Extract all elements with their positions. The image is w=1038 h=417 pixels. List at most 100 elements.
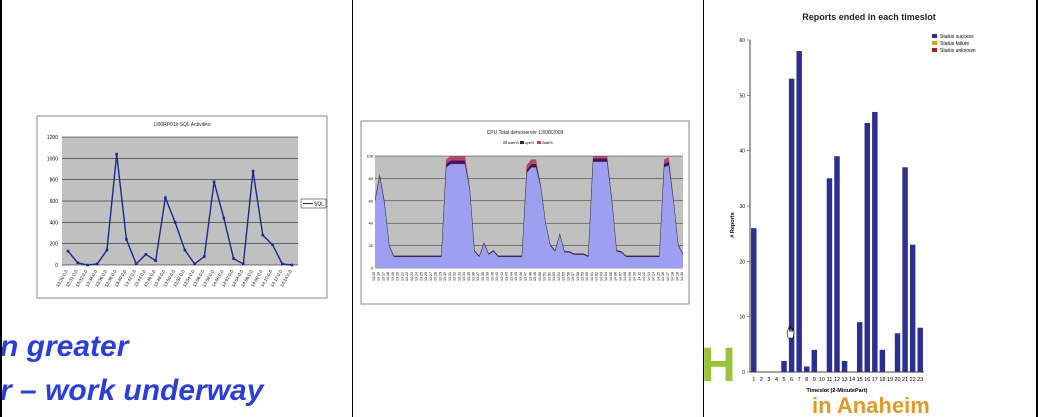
legend-swatch (932, 48, 937, 52)
reports-bar-chart: Reports ended in each timeslot 0 10 20 30 40 5… (730, 12, 976, 394)
x-tick-label: 13:58 (576, 272, 580, 281)
y-tick-label: 100 (366, 154, 373, 159)
y-tick-label: 20 (369, 243, 374, 248)
x-tick-label: 13:27 (429, 272, 433, 281)
data-point (290, 263, 294, 267)
x-tick-label: 17 (872, 377, 878, 383)
bar (872, 111, 878, 372)
y-tick-label: 10 (739, 315, 745, 321)
data-point (86, 263, 89, 267)
slide-text-line2: r – work underway (0, 374, 264, 407)
data-point (193, 262, 196, 266)
y-tick-label: 60 (369, 198, 374, 203)
x-tick-label: 13:45 (514, 272, 518, 281)
x-tick-label: 13:39 (486, 272, 490, 281)
data-point (164, 196, 167, 200)
x-tick-label: 13:28 (434, 272, 438, 281)
x-tick-label: 13:16 (377, 272, 381, 281)
legend-swatch (932, 41, 937, 45)
x-tick-label: 13:38 (481, 272, 485, 281)
x-tick-label: 13:15 (372, 272, 376, 281)
data-point (261, 233, 265, 237)
chart-title: Reports ended in each timeslot (802, 12, 936, 22)
x-tick-label: 2 (760, 377, 763, 383)
data-point (173, 221, 177, 224)
y-tick-label: 0 (55, 263, 58, 269)
x-axis-label: Timeslot (2-MinutePart) (806, 388, 867, 394)
x-tick-label: 14:06 (614, 272, 618, 281)
x-tick-label: 13:20 (396, 272, 400, 281)
data-point (134, 262, 138, 266)
x-tick-label: 14:11 (637, 272, 641, 281)
legend-label: SQL (314, 202, 324, 208)
x-tick-label: 14:10 (633, 272, 637, 281)
series-line (67, 153, 293, 266)
data-point (66, 249, 70, 253)
x-tick-label: 13:31 (448, 272, 452, 281)
x-tick-label: 13:53 (552, 272, 556, 281)
bar (834, 156, 840, 372)
data-point (125, 238, 128, 241)
x-tick-label: 12 (834, 377, 840, 383)
data-point (105, 248, 109, 252)
x-tick-label: 13:32 (453, 272, 457, 281)
x-tick-label: 14:19 (675, 272, 679, 281)
x-tick-label: 9 (813, 377, 816, 383)
bar (781, 360, 787, 372)
legend-label: Status failure (940, 41, 969, 47)
x-tick-label: 13:21 (400, 272, 404, 281)
bar (902, 167, 908, 372)
x-tick-label: 13:52 (547, 272, 551, 281)
data-point (280, 262, 284, 266)
x-tick-label: 14:05 (609, 272, 613, 281)
x-tick-label: 11 (827, 377, 833, 383)
y-tick-label: 0 (742, 370, 745, 376)
data-point (95, 262, 99, 266)
x-tick-label: 13:22 (405, 272, 409, 281)
y-tick-label: 1000 (47, 156, 58, 162)
bar (804, 366, 810, 372)
data-point (251, 169, 255, 173)
y-tick-label: 40 (739, 149, 745, 155)
x-tick-label: 13:49 (533, 272, 537, 281)
x-tick-label: 13:34 (462, 272, 466, 281)
x-tick-label: 13:17 (381, 272, 385, 281)
x-tick-label: 6 (790, 377, 793, 383)
x-tick-label: 13:35 (467, 272, 471, 281)
x-tick-label: 13:23 (410, 272, 414, 281)
data-point (203, 255, 206, 258)
area-series-user (375, 161, 683, 268)
bar (909, 244, 916, 372)
x-tick-label: 14:15 (656, 272, 660, 281)
x-tick-label: 13:30 (443, 272, 447, 281)
x-tick-label: 13:48 (528, 272, 532, 281)
legend-swatch (503, 141, 507, 144)
chart-title: CPU Total demoserver 13/08/2009 (487, 130, 564, 136)
x-tick-label: 14:00 (585, 272, 589, 281)
bar (917, 327, 923, 372)
x-tick-label: 14:07 (618, 272, 622, 281)
data-point (212, 180, 216, 184)
x-tick-label: 14:03 (599, 272, 603, 281)
x-tick-label: 14:12 (642, 272, 646, 281)
x-tick-label: 14:08 (623, 272, 627, 281)
x-tick-label: 13:26 (424, 272, 428, 281)
legend-swatch (520, 141, 524, 144)
y-tick-label: 40 (369, 221, 374, 226)
x-tick-label: 13:56 (566, 272, 570, 281)
y-axis-label: # Reports (730, 212, 736, 237)
bar (894, 333, 901, 372)
logo-letters: SH (704, 339, 736, 392)
data-point (115, 152, 118, 156)
legend-label: Wait% (542, 141, 553, 145)
legend-label: Status unknown (940, 48, 976, 54)
data-point (154, 259, 157, 263)
x-tick-label: 3 (767, 377, 770, 383)
logo-tagline: in Anaheim (812, 393, 930, 417)
x-tick-label: 14:02 (595, 272, 599, 281)
x-tick-label: 13:25 (419, 272, 423, 281)
x-tick-label: 14:18 (671, 272, 675, 281)
cpu-area-chart: CPU Total demoserver 13/08/2009 0 20 40 60 80… (360, 120, 690, 305)
x-tick-label: 21 (902, 377, 908, 383)
x-tick-label: 14:13 (647, 272, 651, 281)
